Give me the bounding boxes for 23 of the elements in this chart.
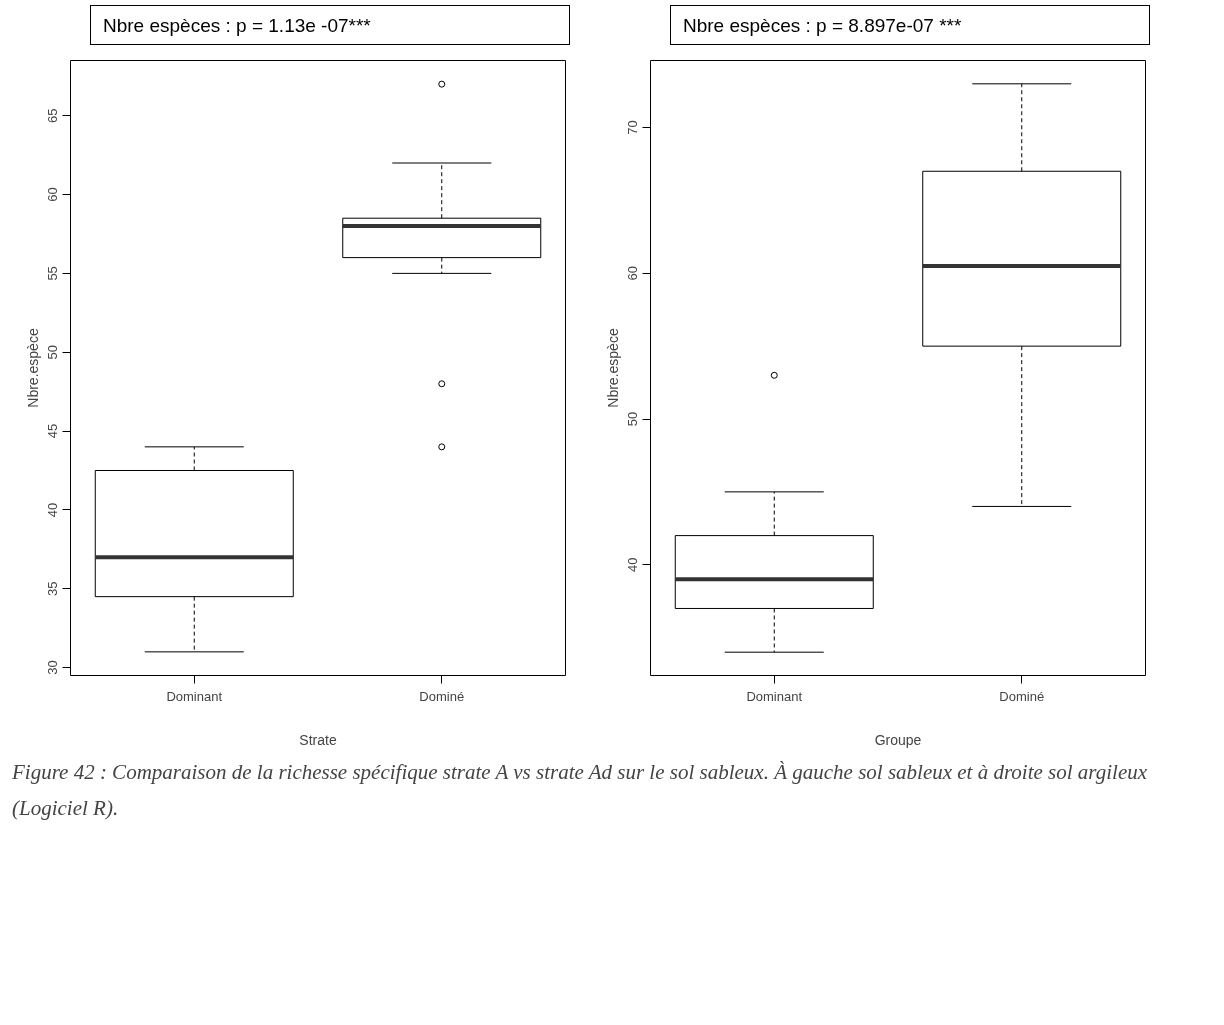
caption: Figure 42 : Comparaison de la richesse spécifique strate A vs strate Ad sur le sol sableux. À gauche sol sableux et à droite sol argileux (Logiciel R). <box>12 759 1149 822</box>
y-tick-label: 35 <box>45 581 61 596</box>
x-tick-label: Dominé <box>419 688 465 704</box>
chart-title: Nbre espèces : p = 8.897e-07 *** <box>683 14 962 38</box>
y-tick-label: 55 <box>45 266 61 281</box>
y-axis-title: Nbre.espèce <box>24 328 41 408</box>
y-tick-label: 60 <box>45 187 61 202</box>
y-tick-label: 65 <box>45 108 61 123</box>
y-tick-label: 60 <box>625 266 641 281</box>
y-tick-label: 30 <box>45 660 61 675</box>
y-tick-label: 45 <box>45 423 61 439</box>
x-tick-label: Dominant <box>746 688 803 704</box>
y-tick-label: 70 <box>625 120 641 135</box>
y-tick-label: 40 <box>45 502 61 518</box>
x-axis-title: Groupe <box>874 731 922 748</box>
y-axis-title: Nbre.espèce <box>604 328 621 408</box>
y-tick-label: 50 <box>625 411 641 427</box>
y-tick-label: 40 <box>625 557 641 572</box>
x-axis-title: Strate <box>299 731 337 748</box>
x-tick-label: Dominant <box>166 688 223 704</box>
y-tick-label: 50 <box>45 344 61 360</box>
x-tick-label: Dominé <box>999 688 1045 704</box>
chart-title: Nbre espèces : p = 1.13e -07*** <box>103 14 371 38</box>
